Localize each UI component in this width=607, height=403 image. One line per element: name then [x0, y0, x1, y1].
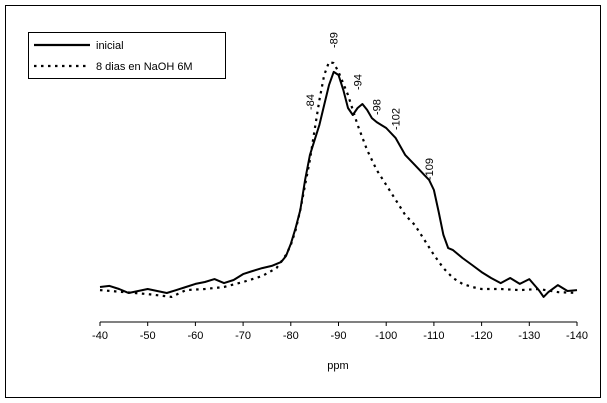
peak-label: -102	[391, 108, 403, 130]
peak-label: -109	[424, 158, 436, 180]
x-tick-label: -40	[92, 330, 108, 342]
x-axis-label: ppm	[327, 360, 348, 372]
legend-box	[28, 32, 226, 79]
legend-label: inicial	[96, 40, 124, 52]
series-line	[99, 60, 578, 298]
x-tick-label: -70	[235, 330, 251, 342]
legend-label: 8 dias en NaOH 6M	[96, 61, 193, 73]
x-tick-label: -100	[375, 330, 397, 342]
series-line	[99, 70, 578, 298]
peak-label: -94	[353, 74, 365, 90]
x-tick-label: -110	[423, 330, 444, 342]
peak-label: -98	[372, 99, 384, 115]
x-tick-label: -120	[471, 330, 493, 342]
x-tick-label: -90	[331, 330, 347, 342]
x-tick-label: -130	[518, 330, 540, 342]
x-tick-label: -50	[140, 330, 156, 342]
x-tick-label: -80	[283, 330, 299, 342]
x-tick-label: -140	[566, 330, 588, 342]
x-tick-label: -60	[187, 330, 203, 342]
peak-label: -84	[305, 94, 317, 110]
frame	[5, 5, 601, 398]
peak-label: -89	[329, 32, 341, 48]
